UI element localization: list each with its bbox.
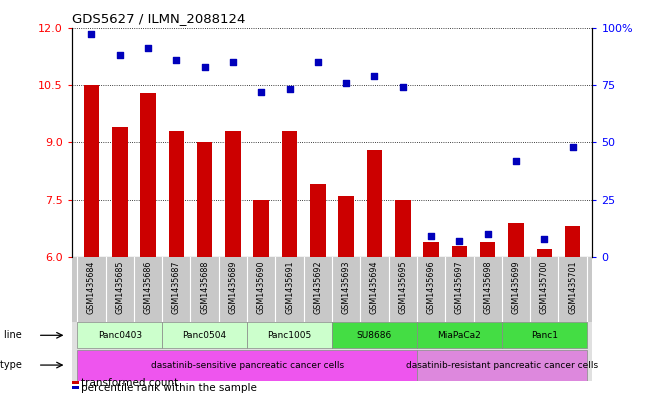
Text: cell line: cell line: [0, 330, 22, 340]
Point: [539, 235, 549, 242]
Text: Panc0403: Panc0403: [98, 331, 142, 340]
Point: [228, 59, 238, 65]
Text: transformed count: transformed count: [81, 378, 178, 388]
Point: [341, 79, 352, 86]
Bar: [480, 242, 495, 257]
Bar: [83, 85, 99, 257]
Bar: [367, 150, 382, 257]
Bar: [77, 322, 162, 348]
Bar: [452, 246, 467, 257]
Bar: [77, 349, 417, 380]
Bar: [423, 242, 439, 257]
Text: GSM1435701: GSM1435701: [568, 260, 577, 314]
Text: Panc0504: Panc0504: [182, 331, 227, 340]
Bar: [332, 322, 417, 348]
Bar: [247, 322, 332, 348]
Bar: [536, 250, 552, 257]
Text: GSM1435694: GSM1435694: [370, 260, 379, 314]
Bar: [112, 127, 128, 257]
Bar: [162, 322, 247, 348]
Bar: [395, 200, 411, 257]
Point: [369, 73, 380, 79]
Text: GSM1435698: GSM1435698: [483, 260, 492, 314]
Text: GSM1435688: GSM1435688: [200, 260, 209, 314]
Text: GSM1435692: GSM1435692: [313, 260, 322, 314]
Point: [398, 84, 408, 90]
Text: dasatinib-resistant pancreatic cancer cells: dasatinib-resistant pancreatic cancer ce…: [406, 360, 598, 369]
Point: [171, 57, 182, 63]
Point: [256, 89, 266, 95]
Text: GSM1435699: GSM1435699: [512, 260, 521, 314]
Text: GSM1435693: GSM1435693: [342, 260, 351, 314]
Text: GSM1435700: GSM1435700: [540, 260, 549, 314]
Text: dasatinib-sensitive pancreatic cancer cells: dasatinib-sensitive pancreatic cancer ce…: [150, 360, 344, 369]
Point: [312, 59, 323, 65]
Point: [284, 86, 295, 93]
Point: [511, 158, 521, 164]
Text: GSM1435690: GSM1435690: [256, 260, 266, 314]
Text: Panc1005: Panc1005: [268, 331, 312, 340]
Point: [199, 63, 210, 70]
Text: percentile rank within the sample: percentile rank within the sample: [81, 383, 257, 393]
Point: [482, 231, 493, 237]
Bar: [508, 223, 524, 257]
Bar: [310, 184, 326, 257]
Point: [568, 144, 578, 150]
Point: [86, 31, 96, 38]
Text: GSM1435687: GSM1435687: [172, 260, 181, 314]
Text: GSM1435685: GSM1435685: [115, 260, 124, 314]
Point: [426, 233, 436, 240]
Bar: [417, 349, 587, 380]
Text: SU8686: SU8686: [357, 331, 392, 340]
Point: [143, 45, 153, 51]
Text: Panc1: Panc1: [531, 331, 558, 340]
Bar: [225, 131, 241, 257]
Bar: [140, 93, 156, 257]
Bar: [282, 131, 298, 257]
Text: GSM1435684: GSM1435684: [87, 260, 96, 314]
Text: GSM1435686: GSM1435686: [143, 260, 152, 314]
Bar: [253, 200, 269, 257]
Text: GSM1435697: GSM1435697: [455, 260, 464, 314]
Bar: [502, 322, 587, 348]
Text: GSM1435696: GSM1435696: [426, 260, 436, 314]
Text: GSM1435691: GSM1435691: [285, 260, 294, 314]
Text: GSM1435695: GSM1435695: [398, 260, 408, 314]
Text: cell type: cell type: [0, 360, 22, 370]
Bar: [169, 131, 184, 257]
Point: [454, 238, 465, 244]
Text: MiaPaCa2: MiaPaCa2: [437, 331, 481, 340]
Text: GDS5627 / ILMN_2088124: GDS5627 / ILMN_2088124: [72, 12, 245, 25]
Point: [115, 52, 125, 58]
Bar: [197, 142, 212, 257]
Bar: [417, 322, 502, 348]
Bar: [339, 196, 354, 257]
Text: GSM1435689: GSM1435689: [229, 260, 238, 314]
Bar: [565, 226, 581, 257]
